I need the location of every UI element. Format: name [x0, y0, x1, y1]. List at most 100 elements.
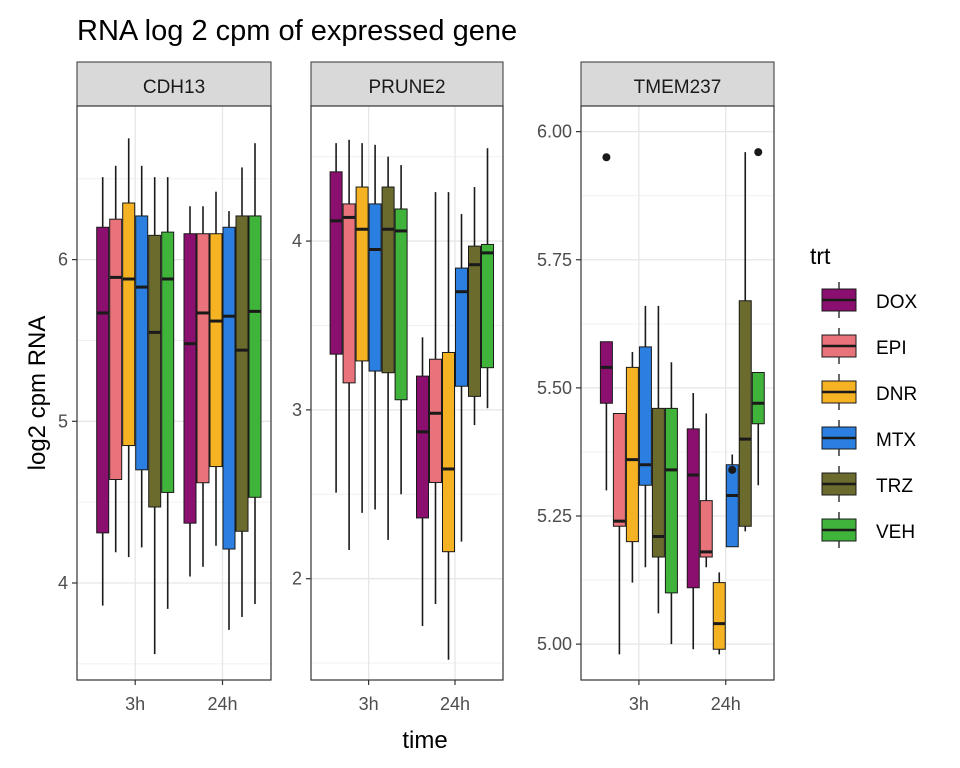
y-tick-label-tmem237: 5.50 — [537, 378, 572, 398]
box-iqr — [725, 464, 739, 548]
legend-title: trt — [810, 243, 831, 269]
box-cdh13-3h-EPI — [109, 165, 123, 553]
box-iqr — [161, 231, 175, 493]
box-tmem237-3h-MTX — [638, 305, 652, 568]
box-prune2-24h-DOX — [416, 337, 429, 626]
box-cdh13-24h-DOX — [183, 206, 197, 577]
box-iqr — [455, 267, 468, 387]
box-cdh13-24h-DNR — [209, 191, 223, 546]
box-iqr — [599, 341, 613, 404]
facets-group: CDH13 4 5 6 3h 24h PRUNE2 2 3 4 3h 24h TMEM237 5.00 5.… — [58, 61, 775, 714]
box-iqr — [429, 358, 442, 483]
box-iqr — [342, 203, 356, 384]
box-iqr — [381, 186, 395, 374]
box-tmem237-24h-EPI — [699, 413, 713, 568]
box-iqr — [481, 243, 494, 369]
box-iqr — [209, 233, 223, 468]
box-iqr — [329, 171, 343, 355]
box-tmem237-24h-MTX — [725, 454, 739, 548]
outlier-point — [602, 153, 611, 162]
y-tick-label-cdh13: 4 — [58, 573, 68, 593]
y-tick-label-cdh13: 6 — [58, 250, 68, 270]
facet-strip-cdh13 — [76, 61, 272, 107]
box-prune2-24h-VEH — [481, 148, 494, 409]
legend-label-mtx: MTX — [876, 430, 916, 451]
panel-border-cdh13 — [76, 105, 272, 681]
y-tick-label-tmem237: 5.25 — [537, 506, 572, 526]
facet-strip-label-prune2: PRUNE2 — [368, 77, 445, 98]
legend-item-trz: TRZ — [821, 466, 913, 502]
facet-strip-label-cdh13: CDH13 — [143, 77, 205, 98]
box-iqr — [442, 351, 455, 553]
box-cdh13-3h-DNR — [122, 138, 136, 558]
box-iqr — [751, 372, 765, 425]
legend: trt DOX EPI DNR MTX TRZ VEH — [810, 243, 918, 548]
legend-label-trz: TRZ — [876, 476, 913, 497]
box-prune2-3h-DNR — [355, 143, 369, 513]
y-tick-label-tmem237: 5.00 — [537, 634, 572, 654]
y-tick-label-tmem237: 6.00 — [537, 122, 572, 142]
box-tmem237-24h-DOX — [686, 393, 700, 650]
box-tmem237-24h-TRZ — [738, 152, 752, 532]
y-axis-label: log2 cpm RNA — [24, 316, 51, 471]
facet-strip-label-tmem237: TMEM237 — [634, 77, 722, 98]
box-cdh13-24h-TRZ — [235, 167, 249, 617]
facet-cdh13: CDH13 4 5 6 3h 24h — [58, 61, 272, 714]
box-iqr — [638, 346, 652, 486]
box-iqr — [416, 375, 429, 519]
box-cdh13-24h-VEH — [248, 143, 262, 605]
box-iqr — [96, 226, 110, 534]
box-iqr — [109, 218, 123, 481]
y-tick-label-tmem237: 5.75 — [537, 250, 572, 270]
legend-item-dox: DOX — [821, 282, 918, 318]
x-tick-label-prune2: 24h — [440, 694, 470, 714]
box-cdh13-3h-DOX — [96, 177, 110, 606]
legend-label-dnr: DNR — [876, 384, 917, 405]
box-tmem237-24h-VEH — [751, 148, 765, 486]
x-axis-label: time — [402, 727, 447, 754]
panel-border-tmem237 — [580, 105, 775, 681]
box-cdh13-24h-MTX — [222, 211, 236, 630]
box-cdh13-3h-VEH — [161, 177, 175, 609]
box-iqr — [148, 234, 162, 508]
box-tmem237-3h-EPI — [612, 413, 626, 655]
legend-item-dnr: DNR — [821, 374, 917, 410]
box-iqr — [468, 245, 481, 397]
box-iqr — [686, 428, 700, 589]
x-tick-label-cdh13: 3h — [125, 694, 145, 714]
box-prune2-3h-VEH — [394, 165, 408, 495]
box-iqr — [699, 500, 713, 558]
x-tick-label-cdh13: 24h — [207, 694, 237, 714]
box-prune2-24h-TRZ — [468, 187, 481, 426]
box-tmem237-3h-DNR — [625, 352, 639, 583]
x-tick-label-tmem237: 3h — [629, 694, 649, 714]
legend-item-veh: VEH — [821, 512, 915, 548]
box-iqr — [738, 300, 752, 527]
legend-item-mtx: MTX — [821, 420, 916, 456]
box-iqr — [612, 413, 626, 527]
box-prune2-3h-MTX — [368, 144, 382, 510]
box-cdh13-3h-TRZ — [148, 177, 162, 655]
box-iqr — [625, 366, 639, 543]
y-tick-label-prune2: 3 — [292, 400, 302, 420]
box-prune2-24h-EPI — [429, 192, 442, 605]
box-iqr — [712, 582, 726, 650]
box-prune2-3h-EPI — [342, 139, 356, 551]
box-iqr — [122, 202, 136, 447]
box-iqr — [664, 407, 678, 594]
legend-label-dox: DOX — [876, 292, 918, 313]
box-iqr — [248, 215, 262, 498]
facet-strip-prune2 — [310, 61, 504, 107]
box-tmem237-3h-VEH — [664, 362, 678, 645]
facet-prune2: PRUNE2 2 3 4 3h 24h — [292, 61, 504, 714]
y-tick-label-cdh13: 5 — [58, 411, 68, 431]
facet-strip-tmem237 — [580, 61, 775, 107]
box-tmem237-3h-TRZ — [651, 305, 665, 614]
legend-label-epi: EPI — [876, 338, 907, 359]
box-iqr — [394, 208, 408, 401]
box-iqr — [183, 233, 197, 524]
box-tmem237-3h-DOX — [599, 153, 613, 491]
y-tick-label-prune2: 2 — [292, 569, 302, 589]
outlier-point — [754, 148, 763, 157]
